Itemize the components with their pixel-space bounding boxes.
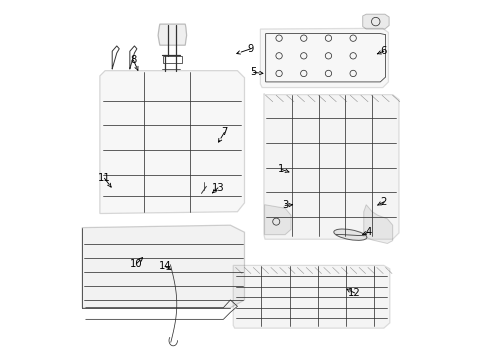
Text: 6: 6 [380, 46, 386, 56]
Ellipse shape [333, 229, 366, 240]
Polygon shape [363, 205, 392, 243]
Text: 14: 14 [159, 261, 171, 271]
Text: 1: 1 [278, 165, 284, 174]
Polygon shape [233, 265, 389, 328]
Polygon shape [100, 71, 244, 213]
Text: 12: 12 [347, 288, 360, 298]
Text: 5: 5 [250, 67, 256, 77]
Polygon shape [82, 225, 244, 308]
Text: 8: 8 [130, 55, 136, 65]
Polygon shape [362, 14, 388, 29]
Text: 9: 9 [247, 44, 254, 54]
Polygon shape [264, 205, 290, 235]
Text: 10: 10 [130, 259, 142, 269]
Text: 3: 3 [282, 201, 287, 210]
Text: 11: 11 [98, 173, 111, 183]
Polygon shape [264, 94, 398, 239]
Text: 2: 2 [380, 197, 386, 207]
Polygon shape [260, 28, 387, 87]
Text: 13: 13 [211, 183, 224, 193]
Text: 4: 4 [365, 227, 371, 237]
Text: 7: 7 [221, 127, 227, 138]
Polygon shape [158, 24, 186, 45]
